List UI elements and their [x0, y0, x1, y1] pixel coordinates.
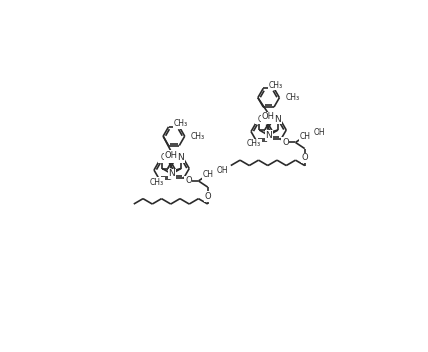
- Text: O: O: [205, 192, 211, 201]
- Text: CH₃: CH₃: [161, 153, 175, 162]
- Text: CH: CH: [299, 132, 310, 141]
- Text: CH₃: CH₃: [150, 178, 164, 187]
- Text: CH₃: CH₃: [258, 115, 272, 124]
- Text: O: O: [282, 138, 289, 147]
- Text: O: O: [301, 153, 308, 162]
- Text: CH₃: CH₃: [174, 119, 188, 128]
- Text: N: N: [159, 153, 166, 162]
- Text: OH: OH: [314, 128, 326, 137]
- Text: OH: OH: [217, 166, 229, 175]
- Text: OH: OH: [261, 112, 274, 121]
- Text: N: N: [265, 131, 272, 140]
- Text: OH: OH: [164, 151, 177, 160]
- Text: CH: CH: [202, 170, 213, 179]
- Text: CH₃: CH₃: [247, 139, 261, 149]
- Text: N: N: [168, 169, 175, 178]
- Text: O: O: [185, 176, 192, 186]
- Text: N: N: [275, 115, 281, 124]
- Text: CH₃: CH₃: [268, 81, 282, 90]
- Text: N: N: [256, 115, 263, 124]
- Text: CH₃: CH₃: [191, 132, 205, 141]
- Text: CH₃: CH₃: [285, 93, 300, 102]
- Text: N: N: [178, 153, 184, 162]
